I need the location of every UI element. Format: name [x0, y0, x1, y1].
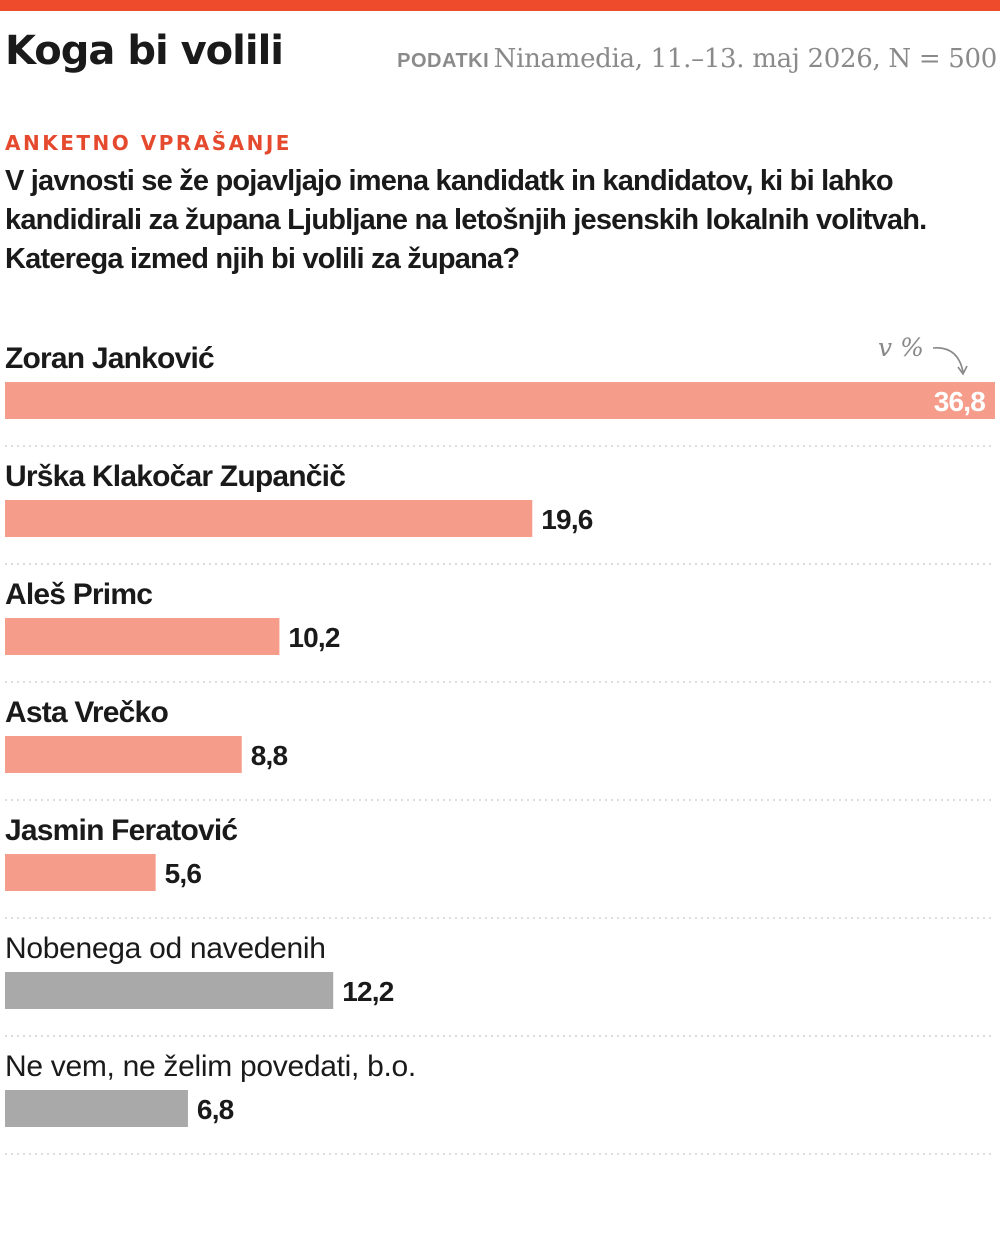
source-text: Ninamedia, 11.–13. maj 2026, N = 500	[493, 44, 998, 74]
unit-label: v %	[878, 333, 924, 362]
bar	[5, 1090, 188, 1127]
survey-question: V javnosti se že pojavljajo imena kandid…	[5, 165, 927, 275]
question-kicker: ANKETNO VPRAŠANJE	[5, 131, 292, 155]
value-label: 12,2	[342, 976, 394, 1007]
source-note: PODATKI Ninamedia, 11.–13. maj 2026, N =…	[397, 44, 997, 74]
value-label: 36,8	[934, 386, 986, 417]
value-label: 6,8	[197, 1094, 234, 1125]
bar	[5, 382, 995, 419]
value-label: 5,6	[165, 858, 202, 889]
category-label: Jasmin Feratović	[5, 814, 237, 847]
source-label: PODATKI	[397, 50, 490, 72]
value-label: 10,2	[288, 622, 340, 653]
category-label: Zoran Janković	[5, 342, 214, 375]
value-label: 8,8	[251, 740, 288, 771]
bar	[5, 854, 156, 891]
accent-top-bar	[0, 0, 1000, 11]
bar	[5, 618, 280, 655]
category-label: Nobenega od navedenih	[5, 932, 326, 965]
chart-title: Koga bi volili	[5, 28, 284, 74]
category-label: Urška Klakočar Zupančič	[5, 460, 345, 493]
category-label: Aleš Primc	[5, 578, 152, 611]
bar	[5, 736, 242, 773]
bar	[5, 972, 334, 1009]
value-label: 19,6	[541, 504, 593, 535]
category-label: Asta Vrečko	[5, 696, 168, 729]
curved-arrow-icon	[932, 347, 968, 376]
bar	[5, 500, 533, 537]
category-label: Ne vem, ne želim povedati, b.o.	[5, 1050, 416, 1083]
